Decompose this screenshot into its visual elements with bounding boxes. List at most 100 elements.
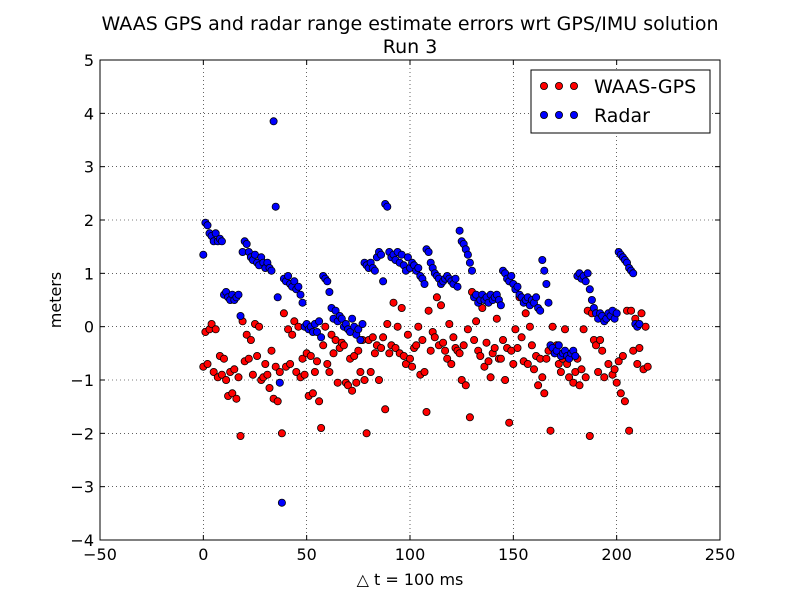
- data-point-waas-gps: [397, 303, 406, 312]
- y-tick-label: −4: [70, 531, 94, 550]
- data-point-radar: [284, 271, 293, 280]
- data-point-waas-gps: [643, 362, 652, 371]
- data-point-waas-gps: [308, 389, 317, 398]
- data-point-waas-gps: [273, 397, 282, 406]
- y-tick-label: 5: [84, 51, 94, 70]
- data-point-waas-gps: [319, 341, 328, 350]
- data-point-waas-gps: [288, 330, 297, 339]
- data-point-waas-gps: [496, 354, 505, 363]
- y-tick-label: 4: [84, 104, 94, 123]
- y-tick-label: −2: [70, 424, 94, 443]
- y-tick-label: 3: [84, 158, 94, 177]
- x-axis-label: △ t = 100 ms: [357, 570, 464, 589]
- data-point-waas-gps: [614, 357, 623, 366]
- data-point-waas-gps: [377, 343, 386, 352]
- data-point-waas-gps: [217, 370, 226, 379]
- data-point-radar: [403, 253, 412, 262]
- data-point-waas-gps: [222, 375, 231, 384]
- data-point-waas-gps: [618, 351, 627, 360]
- data-point-waas-gps: [517, 333, 526, 342]
- y-axis-label: meters: [46, 272, 65, 328]
- data-point-waas-gps: [234, 373, 243, 382]
- data-point-waas-gps: [596, 335, 605, 344]
- data-point-waas-gps: [356, 367, 365, 376]
- data-point-radar: [496, 301, 505, 310]
- data-point-waas-gps: [445, 319, 454, 328]
- data-point-waas-gps: [513, 343, 522, 352]
- data-point-radar: [277, 498, 286, 507]
- data-point-waas-gps: [554, 359, 563, 368]
- data-point-waas-gps: [447, 359, 456, 368]
- data-point-radar: [211, 229, 220, 238]
- data-point-waas-gps: [315, 397, 324, 406]
- data-point-waas-gps: [484, 357, 493, 366]
- y-tick-label: −1: [70, 371, 94, 390]
- data-point-radar: [203, 221, 212, 230]
- data-point-waas-gps: [418, 335, 427, 344]
- data-point-waas-gps: [436, 301, 445, 310]
- data-point-waas-gps: [443, 354, 452, 363]
- data-point-radar: [379, 277, 388, 286]
- data-point-waas-gps: [492, 314, 501, 323]
- data-point-waas-gps: [457, 375, 466, 384]
- data-point-waas-gps: [470, 335, 479, 344]
- y-tick-label: −3: [70, 478, 94, 497]
- data-point-waas-gps: [548, 322, 557, 331]
- data-point-waas-gps: [306, 351, 315, 360]
- data-point-radar: [467, 266, 476, 275]
- data-point-radar: [455, 226, 464, 235]
- data-point-waas-gps: [538, 373, 547, 382]
- data-point-radar: [377, 250, 386, 259]
- data-point-radar: [275, 378, 284, 387]
- data-point-waas-gps: [461, 381, 470, 390]
- legend-marker-waas-gps: [555, 82, 564, 91]
- data-point-waas-gps: [211, 325, 220, 334]
- data-point-waas-gps: [635, 343, 644, 352]
- legend-marker-radar: [555, 111, 564, 120]
- data-point-waas-gps: [432, 293, 441, 302]
- data-point-radar: [451, 274, 460, 283]
- data-point-waas-gps: [284, 325, 293, 334]
- data-point-radar: [463, 250, 472, 259]
- data-point-waas-gps: [275, 367, 284, 376]
- data-point-waas-gps: [577, 365, 586, 374]
- data-point-waas-gps: [381, 405, 390, 414]
- data-point-waas-gps: [527, 341, 536, 350]
- data-point-waas-gps: [592, 341, 601, 350]
- data-point-waas-gps: [350, 351, 359, 360]
- data-point-waas-gps: [317, 423, 326, 432]
- data-point-waas-gps: [414, 322, 423, 331]
- data-point-waas-gps: [298, 354, 307, 363]
- data-point-waas-gps: [374, 375, 383, 384]
- data-point-waas-gps: [339, 341, 348, 350]
- data-point-radar: [294, 282, 303, 291]
- data-point-waas-gps: [412, 341, 421, 350]
- data-point-waas-gps: [525, 322, 534, 331]
- data-point-waas-gps: [530, 365, 539, 374]
- data-point-waas-gps: [610, 365, 619, 374]
- data-point-radar: [424, 247, 433, 256]
- data-point-waas-gps: [209, 367, 218, 376]
- data-point-waas-gps: [476, 351, 485, 360]
- data-point-radar: [354, 325, 363, 334]
- x-tick-label: 150: [498, 545, 529, 564]
- legend-marker-waas-gps: [540, 82, 549, 91]
- data-point-waas-gps: [370, 349, 379, 358]
- data-point-waas-gps: [203, 359, 212, 368]
- data-point-radar: [269, 117, 278, 126]
- data-point-radar: [629, 269, 638, 278]
- data-point-waas-gps: [310, 367, 319, 376]
- data-point-radar: [199, 250, 208, 259]
- data-point-radar: [571, 351, 580, 360]
- data-point-waas-gps: [408, 362, 417, 371]
- data-point-waas-gps: [207, 319, 216, 328]
- data-point-waas-gps: [279, 309, 288, 318]
- data-point-radar: [414, 263, 423, 272]
- data-point-waas-gps: [300, 370, 309, 379]
- data-point-waas-gps: [633, 359, 642, 368]
- x-tick-label: −50: [83, 545, 117, 564]
- data-point-waas-gps: [246, 335, 255, 344]
- legend-entry-waas-gps: [540, 82, 579, 91]
- data-point-waas-gps: [459, 341, 468, 350]
